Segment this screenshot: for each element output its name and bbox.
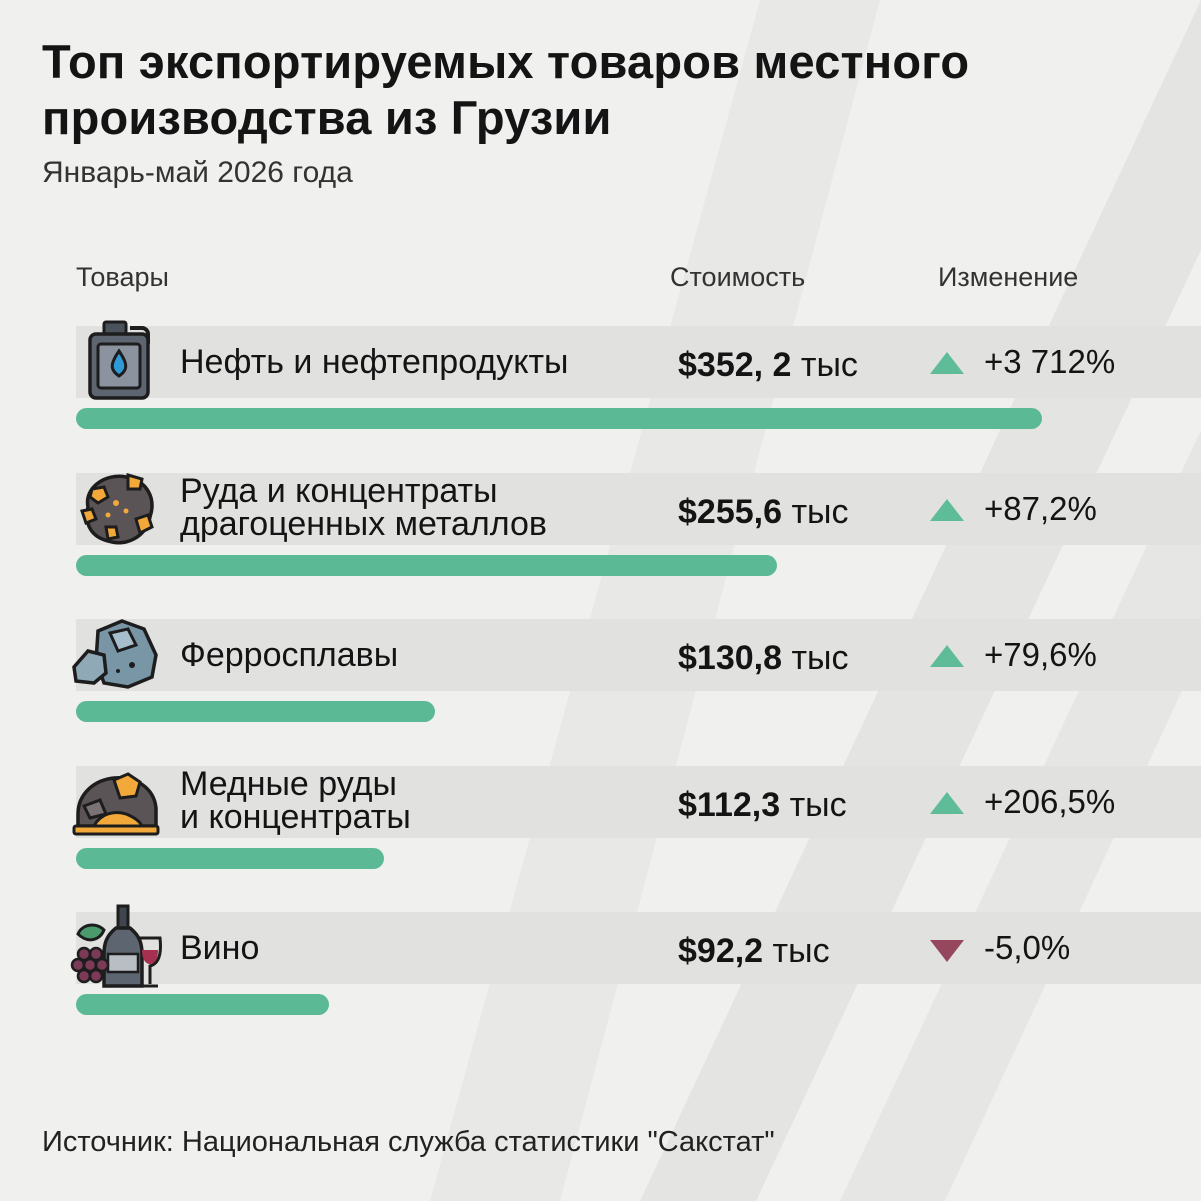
source-note: Источник: Национальная служба статистики… xyxy=(42,1126,775,1158)
chart-title: Топ экспортируемых товаров местного прои… xyxy=(42,35,970,144)
value-unit: тыс xyxy=(763,932,830,970)
category-label-line: Ферросплавы xyxy=(180,636,399,674)
category-label-line: Нефть и нефтепродукты xyxy=(180,343,569,381)
value-currency: $ xyxy=(678,786,697,824)
chart-subtitle: Январь-май 2026 года xyxy=(42,156,353,189)
row-band xyxy=(76,473,1201,545)
value-number: 255,6 xyxy=(696,493,783,531)
data-label-value: $112,3 тыс xyxy=(678,786,847,825)
category-label: Вино xyxy=(180,929,260,967)
category-label: Ферросплавы xyxy=(180,636,399,674)
triangle-up-icon xyxy=(930,499,964,521)
row-band xyxy=(76,912,1201,984)
wine-bottle-icon xyxy=(70,904,162,988)
bar xyxy=(76,555,777,576)
category-label-line: и концентраты xyxy=(180,798,411,836)
category-label: Нефть и нефтепродукты xyxy=(180,343,569,381)
triangle-up-icon xyxy=(930,645,964,667)
chart-row: Нефть и нефтепродукты $352, 2 тыс +3 712% xyxy=(0,320,1201,436)
data-label-value: $130,8 тыс xyxy=(678,639,848,678)
column-header-goods: Товары xyxy=(76,262,169,292)
category-label-line: драгоценных металлов xyxy=(180,505,547,543)
value-unit: тыс xyxy=(791,346,858,384)
category-label: Руда и концентраты драгоценных металлов xyxy=(180,472,547,543)
change-label: -5,0% xyxy=(984,929,1071,966)
value-unit: тыс xyxy=(782,639,849,677)
column-header-change: Изменение xyxy=(938,262,1079,292)
gold-ore-icon xyxy=(70,465,162,549)
value-number: 92,2 xyxy=(696,932,764,970)
bar xyxy=(76,994,329,1015)
value-currency: $ xyxy=(678,346,697,384)
value-number: 352, 2 xyxy=(696,346,792,384)
chart-row: Руда и концентраты драгоценных металлов $2… xyxy=(0,473,1201,583)
row-band xyxy=(76,619,1201,691)
bar xyxy=(76,408,1042,429)
triangle-up-icon xyxy=(930,352,964,374)
category-label-line: Медные руды xyxy=(180,765,397,803)
column-header-value: Стоимость xyxy=(670,262,806,292)
chart-row: Вино $92,2 тыс -5,0% xyxy=(0,904,1201,1022)
oil-canister-icon xyxy=(70,318,162,402)
data-label-value: $255,6 тыс xyxy=(678,493,848,532)
chart-row: Медные руды и концентраты $112,3 тыс +206,5… xyxy=(0,766,1201,876)
triangle-up-icon xyxy=(930,792,964,814)
change-label: +87,2% xyxy=(984,490,1097,527)
change-label: +79,6% xyxy=(984,636,1097,673)
value-currency: $ xyxy=(678,493,697,531)
triangle-down-icon xyxy=(930,940,964,962)
data-label-value: $92,2 тыс xyxy=(678,932,830,971)
value-unit: тыс xyxy=(780,786,847,824)
value-unit: тыс xyxy=(782,493,849,531)
category-label: Медные руды и концентраты xyxy=(180,765,411,836)
value-currency: $ xyxy=(678,932,697,970)
copper-ore-icon xyxy=(70,758,162,842)
row-band xyxy=(76,326,1201,398)
change-label: +3 712% xyxy=(984,343,1116,380)
value-number: 130,8 xyxy=(696,639,783,677)
bar xyxy=(76,848,384,869)
category-label-line: Вино xyxy=(180,929,260,967)
bar xyxy=(76,701,435,722)
row-band xyxy=(76,766,1201,838)
value-currency: $ xyxy=(678,639,697,677)
chart-row: Ферросплавы $130,8 тыс +79,6% xyxy=(0,619,1201,729)
ferroalloy-rocks-icon xyxy=(70,611,162,695)
data-label-value: $352, 2 тыс xyxy=(678,346,858,385)
value-number: 112,3 xyxy=(696,786,781,824)
category-label-line: Руда и концентраты xyxy=(180,472,498,510)
change-label: +206,5% xyxy=(984,783,1116,820)
